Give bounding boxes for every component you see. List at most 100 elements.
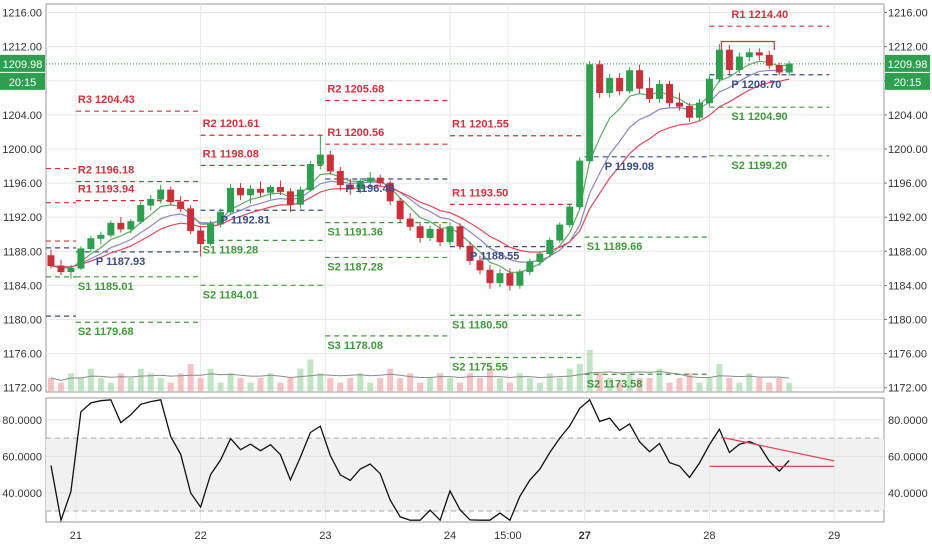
candle-body: [167, 189, 175, 203]
candle-body: [366, 177, 374, 182]
candle-body: [266, 187, 274, 193]
price-tick-right: 1188.00: [888, 246, 927, 258]
candle: [247, 184, 255, 204]
candle-body: [436, 228, 444, 243]
rsi-tick-left: 60.0000: [2, 451, 42, 463]
rsi-band: [46, 438, 884, 512]
volume-bar: [586, 350, 593, 392]
volume-bar: [466, 373, 473, 392]
candle-body: [735, 56, 743, 70]
volume-bar: [87, 368, 94, 392]
volume-bar: [556, 378, 563, 392]
candle-body: [356, 181, 364, 190]
volume-bar: [566, 368, 573, 392]
level-labels: R3 1204.43 R2 1196.18 R1 1193.94 P 1187.93 S…: [78, 9, 788, 390]
price-tick-left: 1212.00: [2, 42, 42, 54]
volume-bar: [766, 382, 773, 392]
candle: [476, 255, 484, 275]
candle: [157, 184, 165, 204]
price-tick-left: 1180.00: [3, 315, 42, 327]
pivot-level-label: R2 1201.61: [203, 118, 260, 130]
candle: [516, 269, 524, 289]
price-tick-left: 1216.00: [2, 8, 42, 20]
candle-body: [237, 187, 245, 196]
candle: [775, 62, 783, 76]
volume-bar: [317, 373, 324, 392]
candle-body: [576, 160, 584, 208]
pivot-level-label: R2 1205.68: [327, 84, 384, 96]
volume-bar: [107, 382, 114, 392]
candle: [426, 225, 434, 242]
price-tick-right: 1192.00: [888, 212, 927, 224]
volume-bar: [437, 373, 444, 392]
candle: [107, 220, 115, 238]
volume-bar: [267, 373, 274, 392]
candle-body: [276, 187, 284, 192]
pivot-level-label: R1 1201.55: [452, 119, 509, 131]
candle: [227, 183, 235, 215]
candle-body: [187, 208, 195, 232]
candle-body: [256, 188, 264, 193]
candle-body: [486, 269, 494, 284]
candle: [636, 64, 644, 94]
volume-bar: [287, 378, 294, 392]
candle-body: [286, 191, 294, 205]
rsi-line: [50, 398, 790, 523]
price-tick-left: 1188.00: [3, 246, 42, 258]
volume-bar: [427, 378, 434, 392]
volume-bar: [606, 378, 613, 392]
candle-body: [406, 218, 414, 227]
price-tick-left: 1200.00: [2, 144, 42, 156]
volume-bar: [277, 382, 284, 392]
volume-bar: [227, 373, 234, 392]
pivot-level-label: S1 1180.50: [452, 319, 508, 331]
candle-body: [646, 88, 654, 99]
candle-body: [666, 83, 674, 104]
candle-body: [616, 77, 624, 92]
candle: [646, 77, 654, 103]
rsi-tick-left: 40.0000: [2, 488, 42, 500]
candle: [57, 259, 65, 276]
candle: [296, 186, 304, 209]
volume-bar: [786, 382, 793, 392]
price-tick-right: 1172.00: [888, 383, 927, 395]
volume-bar: [756, 378, 763, 392]
candle-body: [755, 52, 763, 56]
current-price-text-left: 1209.98: [3, 59, 43, 71]
candle-body: [705, 78, 713, 104]
volume-bar: [377, 378, 384, 392]
time-tick: 28: [703, 530, 715, 542]
candle-body: [656, 83, 664, 99]
candle: [356, 177, 364, 194]
volume-bar: [526, 378, 533, 392]
candle-body: [446, 226, 454, 243]
volume-bar: [486, 368, 493, 392]
candle-body: [376, 177, 384, 184]
candle-body: [386, 182, 394, 202]
candle: [765, 50, 773, 69]
candle-body: [695, 102, 703, 118]
candle-body: [157, 189, 165, 200]
candle: [316, 135, 324, 170]
candle: [256, 181, 264, 197]
candle: [735, 52, 743, 74]
rsi-tick-right: 40.0000: [888, 488, 928, 500]
volume-bar: [337, 382, 344, 392]
candle-body: [117, 222, 125, 230]
volume-bar: [327, 378, 334, 392]
volume-histogram: [47, 350, 793, 392]
candle-body: [506, 273, 514, 286]
candle: [725, 44, 733, 74]
candle: [606, 73, 614, 98]
candle: [536, 251, 544, 266]
candle-body: [416, 226, 424, 238]
volume-bar: [237, 378, 244, 392]
candle-body: [67, 268, 75, 273]
current-price-badge-left: [0, 54, 45, 72]
volume-ma-line: [50, 370, 790, 381]
pivot-level-label: R2 1196.18: [78, 165, 134, 177]
candle: [47, 249, 55, 269]
candle-body: [207, 223, 215, 244]
candle: [566, 203, 574, 228]
